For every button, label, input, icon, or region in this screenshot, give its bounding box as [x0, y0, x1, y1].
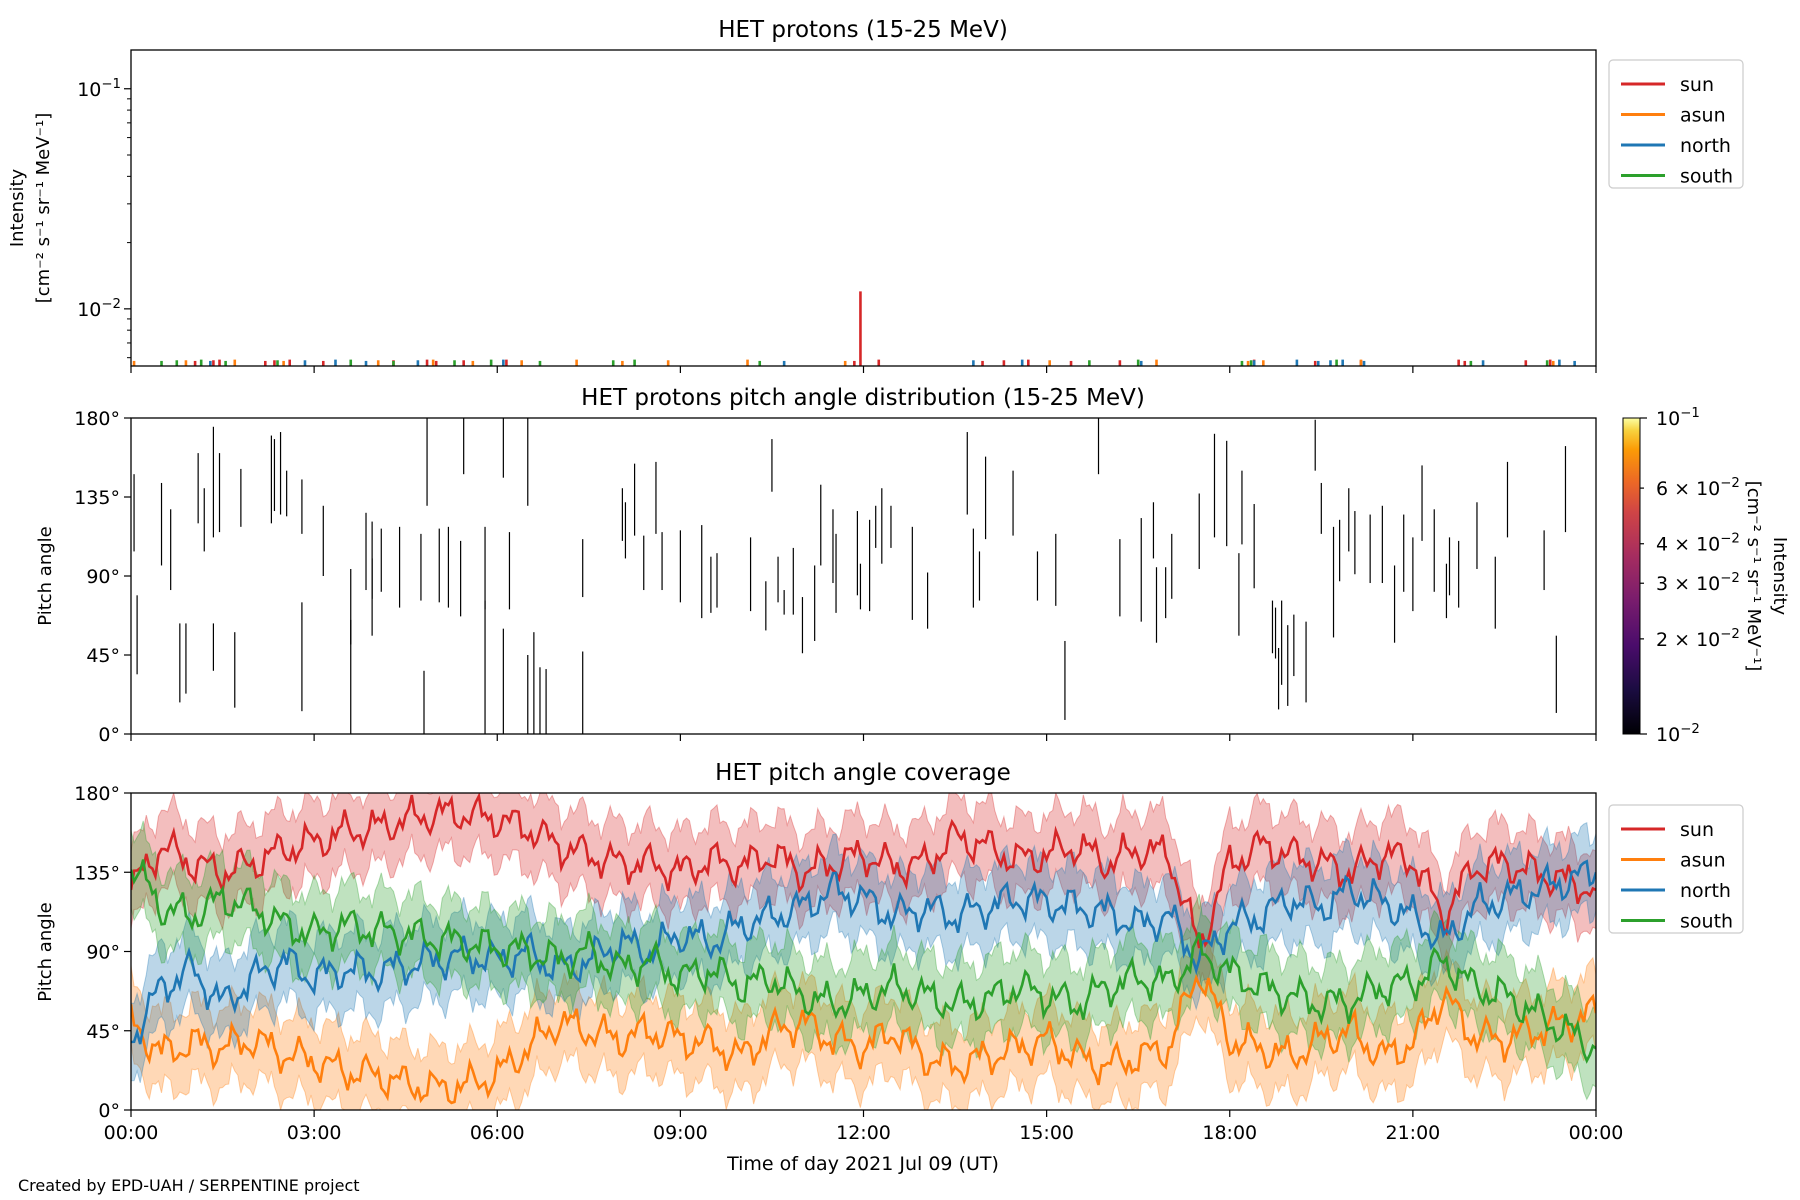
colorbar-tick-label: 3 × 10−2	[1656, 571, 1740, 595]
colorbar-label-line2: [cm⁻² s⁻¹ sr⁻¹ MeV⁻¹]	[1743, 481, 1764, 672]
credit-footer: Created by EPD-UAH / SERPENTINE project	[18, 1176, 360, 1195]
coverage-ytick-label: 135°	[74, 862, 120, 884]
pad-x-ticks	[130, 734, 1597, 741]
pad-title: HET protons pitch angle distribution (15…	[581, 385, 1145, 411]
intensity-panel: HET protons (15-25 MeV) 10−2 10−1 Intensi…	[7, 17, 1744, 373]
intensity-legend-label-sun: sun	[1680, 74, 1714, 96]
intensity-ytick-label: 10−2	[77, 297, 121, 321]
coverage-xtick-label: 09:00	[653, 1122, 708, 1144]
coverage-line-asun	[131, 973, 1596, 1105]
intensity-legend-label-north: north	[1680, 135, 1731, 157]
coverage-legend-label-north: north	[1680, 880, 1731, 902]
coverage-ytick-label: 180°	[74, 783, 120, 805]
coverage-title: HET pitch angle coverage	[715, 760, 1011, 786]
intensity-ytick-label: 10−1	[77, 77, 121, 101]
intensity-legend-label-asun: asun	[1680, 105, 1726, 127]
coverage-legend: sun asun north south	[1608, 804, 1744, 934]
coverage-line-south	[131, 859, 1596, 1064]
intensity-series	[132, 291, 1576, 366]
intensity-y-axis: 10−2 10−1	[77, 77, 131, 359]
coverage-ytick-label: 45°	[86, 1021, 120, 1043]
intensity-x-ticks	[130, 366, 1597, 373]
coverage-ylabel: Pitch angle	[35, 902, 56, 1001]
colorbar-ticks: 10−1 6 × 10−2 4 × 10−2 3 × 10−2 2 × 10−2 10−2	[1640, 406, 1740, 746]
pad-panel: HET protons pitch angle distribution (15…	[35, 385, 1790, 746]
colorbar-tick-label: 4 × 10−2	[1656, 532, 1740, 556]
coverage-legend-label-south: south	[1680, 911, 1733, 933]
intensity-ylabel-line2: [cm⁻² s⁻¹ sr⁻¹ MeV⁻¹]	[33, 113, 54, 304]
pad-ytick-label: 135°	[74, 487, 120, 509]
coverage-xlabel: Time of day 2021 Jul 09 (UT)	[726, 1153, 999, 1175]
coverage-ytick-label: 90°	[86, 942, 120, 964]
coverage-legend-label-sun: sun	[1680, 819, 1714, 841]
coverage-xtick-label: 06:00	[470, 1122, 525, 1144]
coverage-xtick-label: 18:00	[1202, 1122, 1257, 1144]
coverage-series	[131, 793, 1596, 1110]
colorbar-tick-label: 6 × 10−2	[1656, 476, 1740, 500]
coverage-xtick-label: 00:00	[1569, 1122, 1624, 1144]
pad-ytick-label: 90°	[86, 566, 120, 588]
colorbar-tick-label: 10−1	[1656, 406, 1700, 430]
coverage-band-south	[131, 820, 1596, 1101]
coverage-x-axis: 00:00 03:00 06:00 09:00 12:00 15:00 18:00 21:00…	[104, 1110, 1624, 1144]
pad-colorbar: 10−1 6 × 10−2 4 × 10−2 3 × 10−2 2 × 10−2 10−2…	[1622, 406, 1790, 746]
coverage-line-sun	[131, 793, 1596, 949]
pad-y-axis: 0° 45° 90° 135° 180°	[74, 408, 131, 746]
coverage-ytick-label: 0°	[98, 1100, 120, 1122]
intensity-legend-box	[1608, 59, 1744, 189]
colorbar-label-line1: Intensity	[1769, 537, 1790, 616]
pad-ytick-label: 0°	[98, 724, 120, 746]
coverage-xtick-label: 15:00	[1019, 1122, 1074, 1144]
pad-ytick-label: 45°	[86, 645, 120, 667]
coverage-legend-box	[1608, 804, 1744, 934]
coverage-xtick-label: 12:00	[836, 1122, 891, 1144]
pad-ylabel: Pitch angle	[35, 526, 56, 625]
coverage-y-axis: 0° 45° 90° 135° 180°	[74, 783, 131, 1122]
intensity-ylabel-line1: Intensity	[7, 168, 28, 247]
colorbar-tick-label: 10−2	[1656, 722, 1700, 746]
coverage-legend-label-asun: asun	[1680, 850, 1726, 872]
coverage-xtick-label: 21:00	[1385, 1122, 1440, 1144]
coverage-line-north	[131, 859, 1596, 1045]
intensity-legend-label-south: south	[1680, 166, 1733, 188]
intensity-legend: sun asun north south	[1608, 59, 1744, 189]
pad-segments	[133, 418, 1567, 734]
intensity-title: HET protons (15-25 MeV)	[718, 17, 1008, 43]
colorbar-gradient	[1622, 417, 1641, 735]
coverage-xtick-label: 00:00	[104, 1122, 159, 1144]
colorbar-tick-label: 2 × 10−2	[1656, 627, 1740, 651]
intensity-axes-frame	[130, 49, 1597, 367]
pad-ytick-label: 180°	[74, 408, 120, 430]
coverage-xtick-label: 03:00	[287, 1122, 342, 1144]
coverage-band-north	[131, 821, 1596, 1083]
coverage-panel: HET pitch angle coverage 0° 45° 90° 135° 180…	[35, 760, 1744, 1175]
